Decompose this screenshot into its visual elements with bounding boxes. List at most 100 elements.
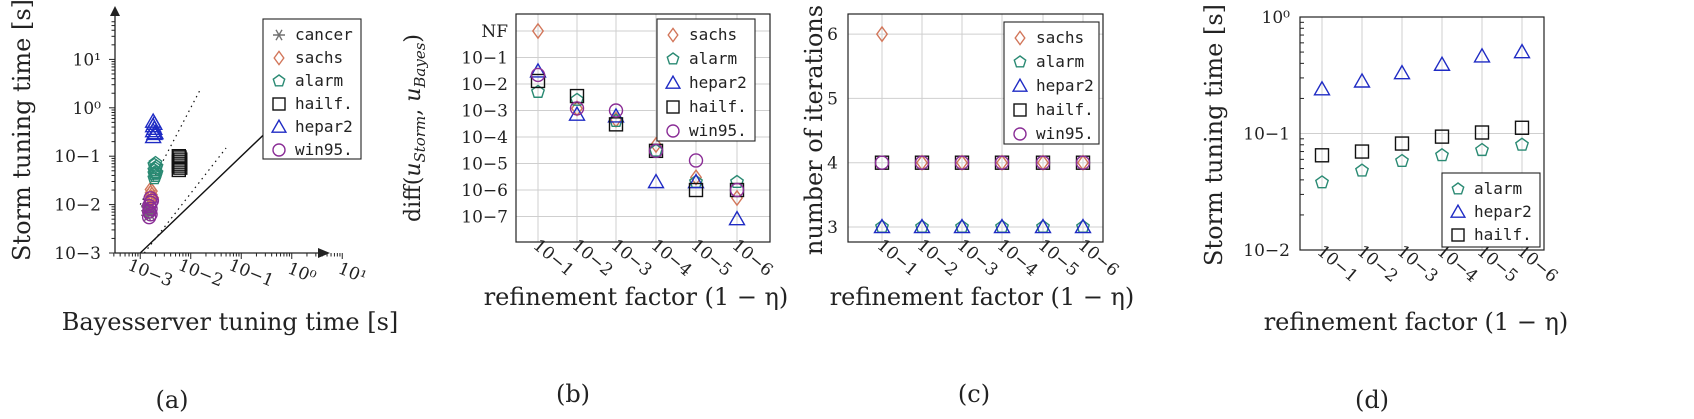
panel-a-point-hepar2: [144, 112, 162, 128]
panel-b-point-alarm: [569, 92, 585, 106]
panel-a-x-tick-label: 10⁰: [285, 259, 319, 288]
panel-d-legend-marker-hailf: [1451, 228, 1465, 242]
panel-b-marks: [529, 22, 746, 226]
panel-d-legend-marker-alarm: [1451, 182, 1465, 195]
panel-a-point-hailf: [172, 150, 187, 165]
panel-b-point-win95: [569, 101, 585, 116]
panel-b-point-alarm: [530, 84, 546, 98]
panel-c-legend-marker-sachs: [1014, 30, 1026, 46]
panel-d-legend-label-hailf: hailf.: [1474, 225, 1532, 244]
panel-c-point-win95: [914, 155, 930, 170]
panel-d-xlabel: refinement factor (1 − η): [1264, 308, 1569, 336]
panel-d-point-hepar2: [1513, 43, 1531, 59]
panel-c-legend-label-alarm: alarm: [1036, 52, 1084, 71]
panel-b-legend-label-hailf: hailf.: [689, 97, 747, 116]
panel-b-legend-marker-hailf: [666, 100, 680, 114]
panel-a-x-tick-label: 10−2: [175, 255, 226, 291]
panel-d-point-alarm: [1434, 147, 1450, 162]
panel-c-marks: [873, 25, 1092, 234]
panel-d-x-tick-label: 10−6: [1513, 241, 1562, 286]
panel-a-caption: (a): [155, 386, 188, 414]
panel-d-y-tick-label: 10⁰: [1262, 8, 1291, 28]
panel-a-legend-label-sachs: sachs: [295, 48, 343, 67]
panel-d-point-hepar2: [1473, 47, 1491, 63]
panel-d-x-tick-label: 10−5: [1473, 241, 1522, 286]
panel-d-marks: [1313, 43, 1531, 189]
panel-c-y-tick-label: 6: [827, 25, 838, 45]
panel-b-caption: (b): [556, 380, 590, 408]
panel-c-xlabel: refinement factor (1 − η): [830, 283, 1135, 311]
panel-b-y-tick-label: 10−5: [461, 155, 508, 175]
panel-a-y-tick-label: 10−3: [54, 244, 101, 264]
panel-a-legend-label-cancer: cancer: [295, 25, 353, 44]
panel-d-x-tick-label: 10−2: [1353, 241, 1402, 286]
panel-b-legend-marker-hepar2: [664, 74, 682, 89]
panel-a-lower-dotted-line: [143, 147, 227, 254]
panel-c-point-hepar2: [913, 218, 931, 234]
panel-b-legend-label-alarm: alarm: [689, 49, 737, 68]
panel-d-legend-label-alarm: alarm: [1474, 179, 1522, 198]
panel-c-legend-marker-win95: [1013, 127, 1027, 141]
panel-d-point-hailf: [1394, 136, 1410, 151]
panel-a-legend-marker-cancer: [273, 29, 285, 41]
panel-a-legend-marker-hailf: [272, 97, 286, 111]
panel-a-legend-marker-alarm: [272, 74, 286, 87]
panel-b-point-win95: [608, 103, 624, 118]
panel-d-point-hepar2: [1433, 55, 1451, 71]
panel-b-y-tick-label: 10−4: [461, 128, 508, 148]
panel-a-xlabel: Bayesserver tuning time [s]: [62, 308, 399, 336]
panel-d-point-alarm: [1474, 142, 1490, 157]
panel-b-point-win95: [729, 182, 745, 198]
panel-b-legend-label-sachs: sachs: [689, 25, 737, 44]
panel-a-legend-label-alarm: alarm: [295, 71, 343, 90]
panel-c-y-tick-label: 5: [827, 89, 838, 109]
panel-c-y-tick-label: 4: [827, 154, 838, 174]
panel-d-x-ticks: 10−110−210−310−410−510−6: [1313, 241, 1562, 286]
panel-b-point-win95: [530, 67, 546, 83]
panel-a-y-arrow: [110, 6, 120, 16]
panel-d-point-hailf: [1354, 144, 1370, 159]
panel-d-point-hepar2: [1353, 72, 1371, 88]
panel-a-legend-box: [262, 18, 362, 160]
panel-b-y-tick-label: 10−6: [461, 181, 508, 201]
panel-b-legend: sachs alarm hepar2 hailf. win95.: [656, 18, 756, 142]
panel-a-ylabel: Storm tuning time [s]: [8, 0, 36, 261]
panel-c-legend: sachs alarm hepar2 hailf. win95.: [1003, 21, 1100, 145]
panel-a-point-win95: [144, 193, 160, 208]
panel-a-y-tick-label: 10⁰: [73, 99, 102, 119]
panel-d-point-hailf: [1514, 120, 1530, 135]
panel-a-point-hepar2: [146, 124, 165, 140]
panel-c-point-win95: [954, 155, 970, 170]
panel-c-point-hepar2: [993, 218, 1011, 234]
panel-a-y-tick-label: 10¹: [73, 50, 101, 70]
panel-d-frame: [1299, 16, 1545, 251]
panel-d-legend-box: [1441, 172, 1541, 248]
panel-c-legend-marker-alarm: [1013, 55, 1027, 68]
panel-b-legend-marker-sachs: [667, 27, 679, 43]
panel-b-point-hepar2: [728, 210, 746, 226]
panel-c-point-hepar2: [873, 218, 891, 234]
panel-b-ylabel: diff(uStorm, uBayes): [401, 34, 429, 222]
panel-d-y-ticks: 10−2 10−1 10⁰: [1243, 8, 1290, 261]
panel-a-x-tick-label: 10−3: [125, 255, 176, 291]
panel-c-point-win95: [1035, 155, 1051, 170]
panel-b-point-alarm: [729, 174, 745, 188]
panel-d-legend: alarm hepar2 hailf.: [1441, 172, 1541, 248]
panel-d-point-alarm: [1314, 175, 1330, 189]
panel-d-point-hailf: [1434, 129, 1450, 144]
panel-b-point-hailf: [688, 182, 704, 198]
panel-a-y-tick-label: 10−1: [54, 147, 101, 167]
panel-b-point-sachs: [689, 169, 703, 186]
panel-d-x-tick-label: 10−3: [1393, 241, 1442, 286]
panel-a-point-alarm: [148, 155, 163, 170]
panel-b-point-hepar2: [647, 173, 665, 189]
panel-c-legend-marker-hepar2: [1011, 77, 1029, 92]
panel-a-marks: [141, 112, 188, 225]
panel-b-legend-label-win95: win95.: [689, 121, 747, 140]
panel-c-point-win95: [994, 155, 1010, 170]
panel-d-ylabel: Storm tuning time [s]: [1200, 4, 1228, 266]
panel-d-y-tick-label: 10−2: [1243, 241, 1290, 261]
